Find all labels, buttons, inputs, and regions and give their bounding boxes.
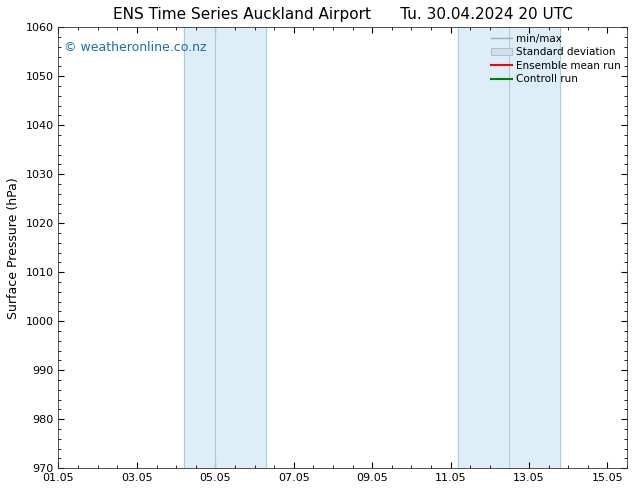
Bar [458, 27, 560, 468]
Title: ENS Time Series Auckland Airport      Tu. 30.04.2024 20 UTC: ENS Time Series Auckland Airport Tu. 30.… [113, 7, 573, 22]
Legend: min/max, Standard deviation, Ensemble mean run, Controll run: min/max, Standard deviation, Ensemble me… [487, 29, 625, 89]
Bar [184, 27, 266, 468]
Y-axis label: Surface Pressure (hPa): Surface Pressure (hPa) [7, 177, 20, 318]
Text: © weatheronline.co.nz: © weatheronline.co.nz [64, 41, 207, 53]
